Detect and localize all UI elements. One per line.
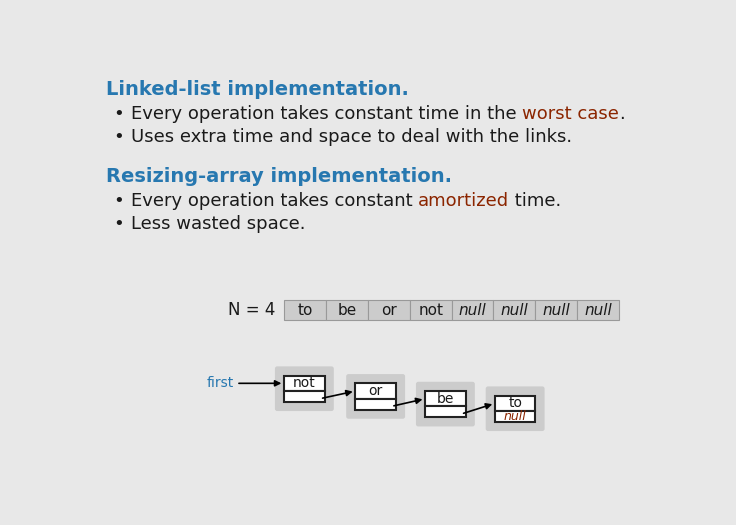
Bar	[425, 391, 466, 406]
Bar	[493, 300, 535, 320]
Bar	[535, 300, 577, 320]
Text: .: .	[619, 106, 625, 123]
Text: Every operation takes constant time in the: Every operation takes constant time in t…	[131, 106, 522, 123]
Text: N = 4: N = 4	[227, 301, 275, 319]
Text: be: be	[337, 303, 357, 318]
Bar	[577, 300, 619, 320]
Text: null: null	[459, 303, 486, 318]
Text: not: not	[418, 303, 443, 318]
Text: Linked-list implementation.: Linked-list implementation.	[106, 80, 408, 99]
Text: null: null	[542, 303, 570, 318]
Text: Uses extra time and space to deal with the links.: Uses extra time and space to deal with t…	[131, 128, 572, 145]
Text: time.: time.	[509, 192, 562, 211]
Text: •: •	[113, 128, 124, 145]
Text: Less wasted space.: Less wasted space.	[131, 215, 305, 233]
Bar	[425, 406, 466, 417]
FancyBboxPatch shape	[275, 366, 334, 411]
Bar	[410, 300, 452, 320]
FancyBboxPatch shape	[416, 382, 475, 426]
Text: first: first	[207, 376, 234, 390]
Bar	[284, 300, 326, 320]
Text: or: or	[381, 303, 397, 318]
Text: Every operation takes constant: Every operation takes constant	[131, 192, 418, 211]
Text: worst case: worst case	[522, 106, 619, 123]
Bar	[368, 300, 410, 320]
Text: null: null	[500, 303, 528, 318]
FancyBboxPatch shape	[486, 386, 545, 431]
FancyBboxPatch shape	[346, 374, 405, 419]
Text: be: be	[436, 392, 454, 406]
Text: •: •	[113, 106, 124, 123]
Text: amortized: amortized	[418, 192, 509, 211]
Bar	[284, 391, 325, 402]
Bar	[326, 300, 368, 320]
Text: or: or	[369, 384, 383, 398]
Text: not: not	[293, 376, 316, 390]
Bar	[355, 383, 396, 398]
Bar	[355, 398, 396, 410]
Text: null: null	[584, 303, 612, 318]
Bar	[452, 300, 493, 320]
Bar	[284, 375, 325, 391]
Bar	[495, 396, 535, 411]
Text: to: to	[297, 303, 313, 318]
Bar	[495, 411, 535, 422]
Text: to: to	[508, 396, 522, 411]
Text: •: •	[113, 215, 124, 233]
Text: null: null	[503, 410, 526, 423]
Text: Resizing-array implementation.: Resizing-array implementation.	[106, 167, 452, 186]
Text: •: •	[113, 192, 124, 211]
